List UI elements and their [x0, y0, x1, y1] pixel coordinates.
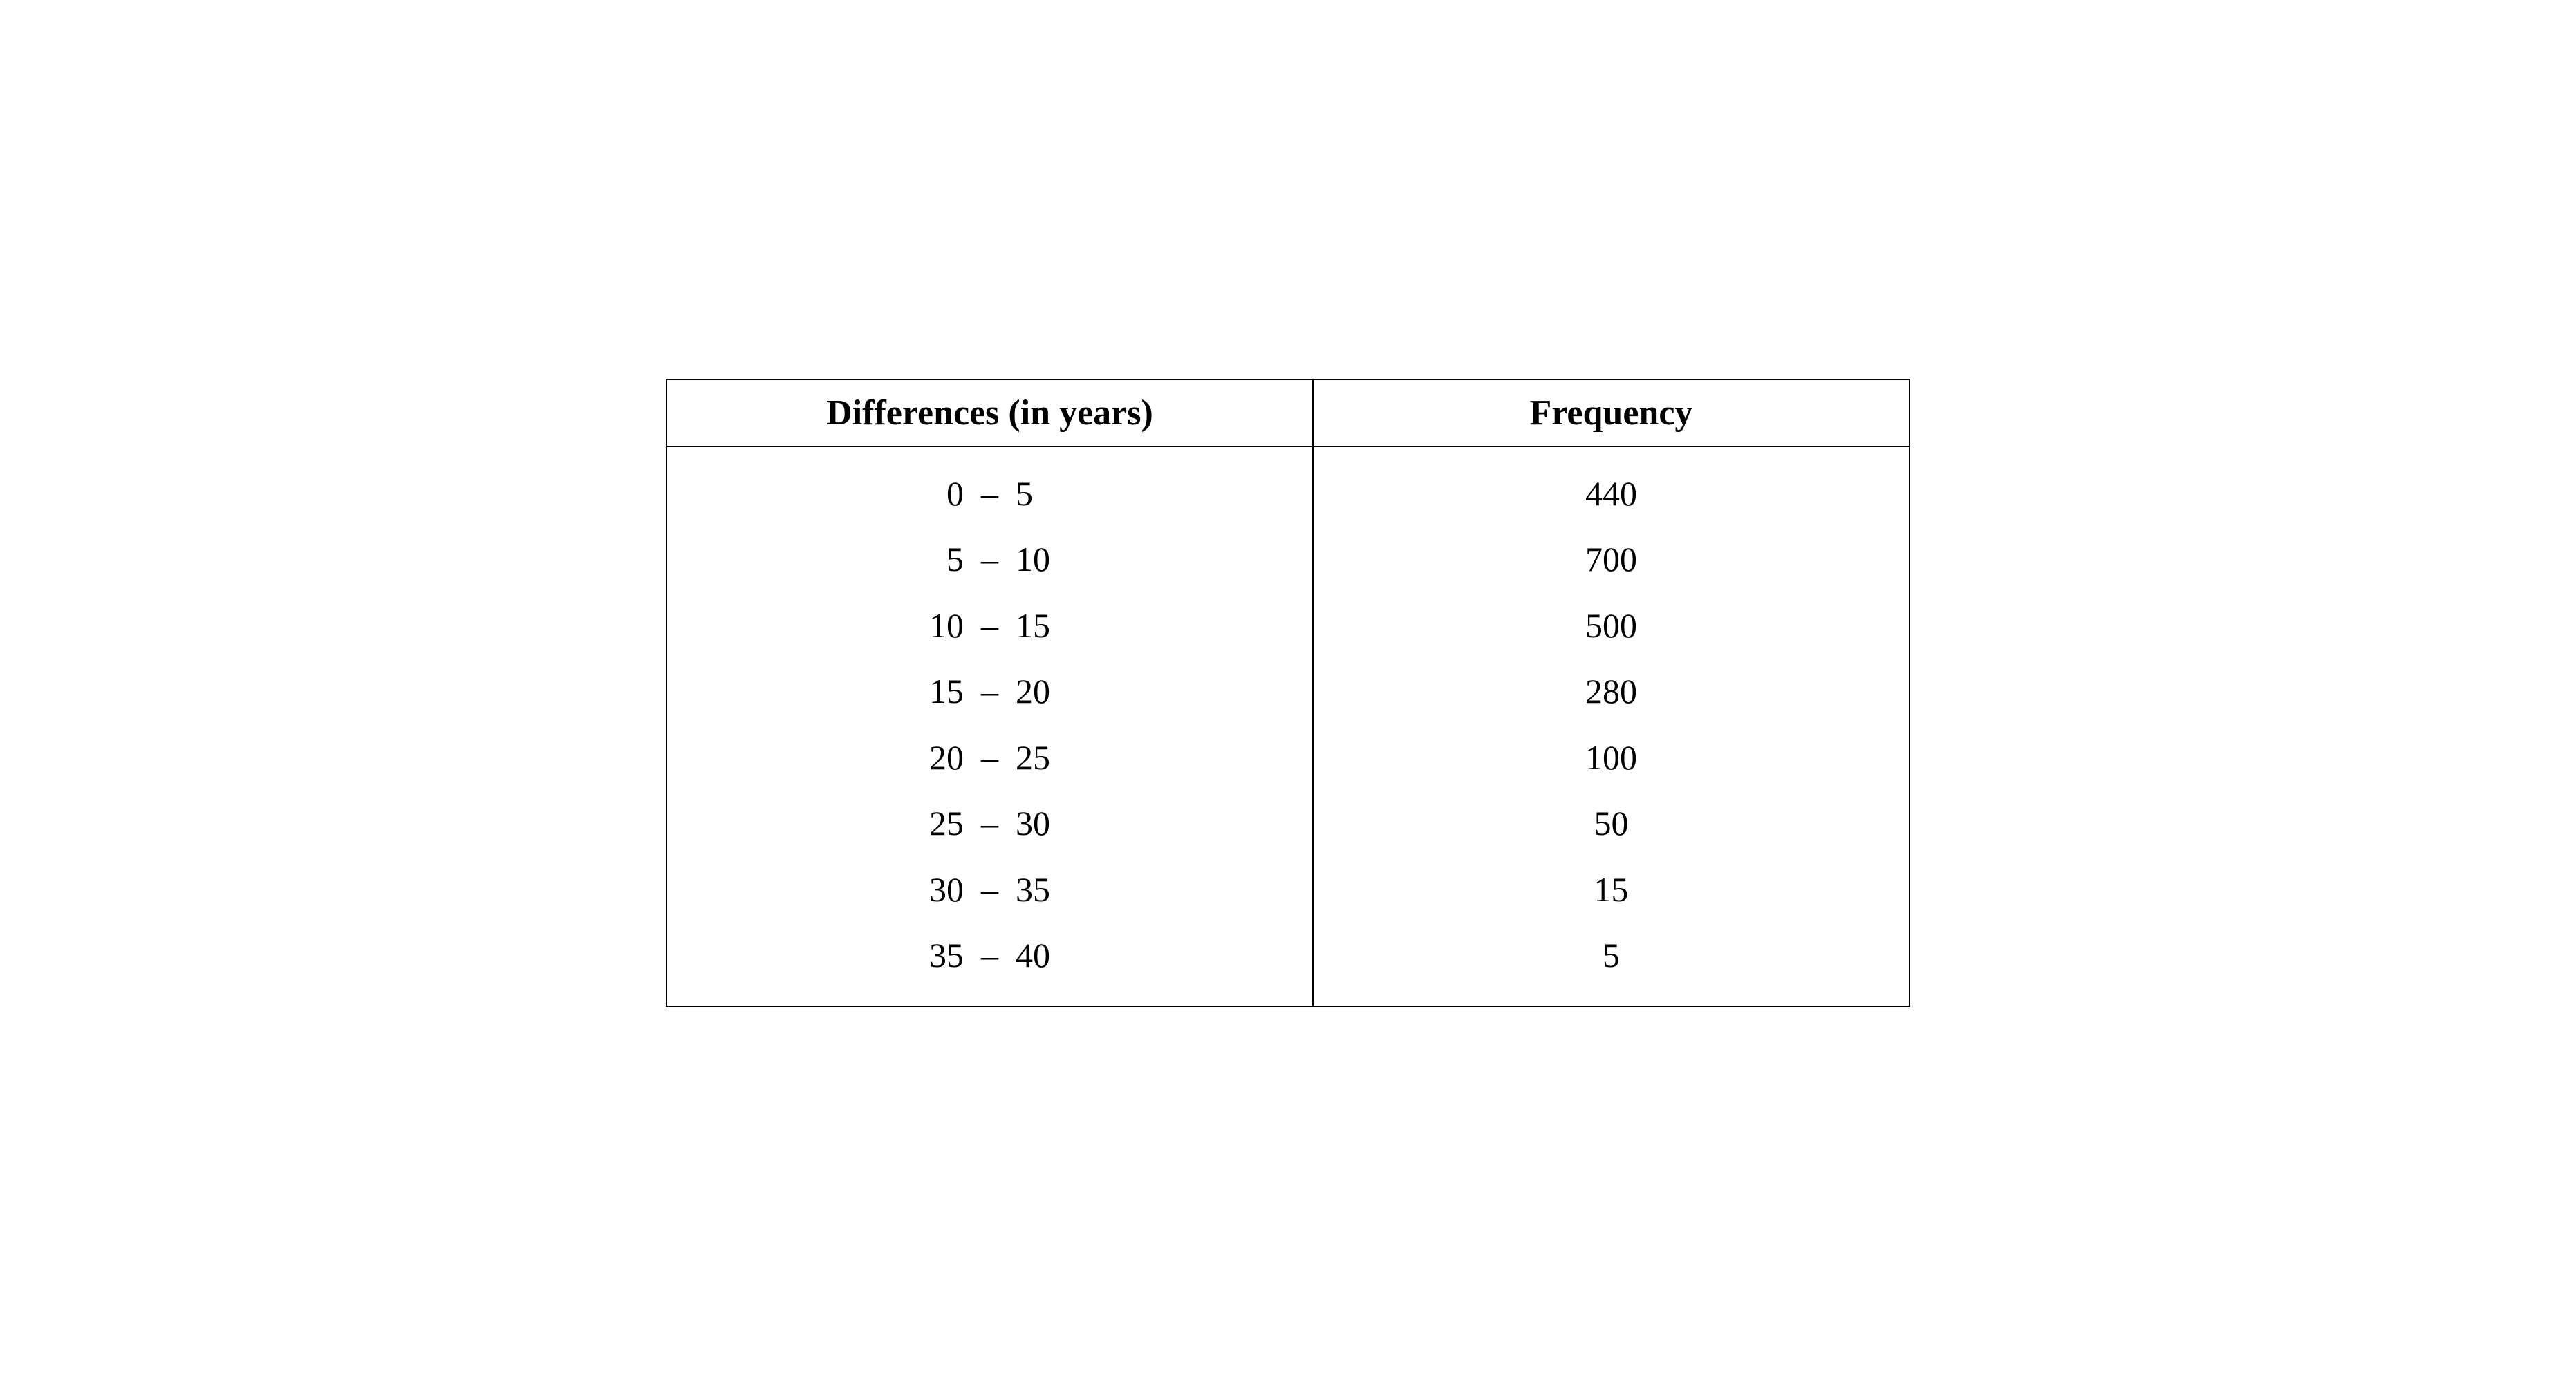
dash-icon: – — [964, 471, 1016, 518]
table-body-row: 0 – 5 5 – 10 — [666, 446, 1910, 1006]
range-value: 20 – 25 — [929, 735, 1050, 782]
range-value: 25 – 30 — [929, 800, 1050, 847]
table-row: 30 – 35 — [667, 857, 1312, 923]
dash-icon: – — [964, 932, 1016, 979]
differences-cell: 0 – 5 5 – 10 — [666, 446, 1313, 1006]
table-row: 15 – 20 — [667, 659, 1312, 725]
range-low: 25 — [929, 800, 964, 847]
frequency-value: 440 — [1314, 461, 1909, 527]
range-high: 5 — [1016, 471, 1050, 518]
frequency-value: 5 — [1314, 923, 1909, 989]
range-value: 35 – 40 — [929, 932, 1050, 979]
frequency-value: 100 — [1314, 725, 1909, 791]
range-value: 5 – 10 — [929, 536, 1050, 583]
range-high: 30 — [1016, 800, 1050, 847]
range-high: 15 — [1016, 603, 1050, 650]
range-low: 35 — [929, 932, 964, 979]
differences-list: 0 – 5 5 – 10 — [667, 447, 1312, 1006]
dash-icon: – — [964, 735, 1016, 782]
frequency-table: Differences (in years) Frequency 0 – 5 — [666, 379, 1910, 1007]
table-row: 5 – 10 — [667, 527, 1312, 593]
range-high: 20 — [1016, 668, 1050, 715]
range-low: 20 — [929, 735, 964, 782]
frequency-cell: 440 700 500 280 100 50 15 5 — [1313, 446, 1910, 1006]
col-header-frequency: Frequency — [1313, 379, 1910, 446]
dash-icon: – — [964, 536, 1016, 583]
dash-icon: – — [964, 867, 1016, 914]
frequency-value: 50 — [1314, 791, 1909, 857]
range-low: 15 — [929, 668, 964, 715]
col-header-differences: Differences (in years) — [666, 379, 1313, 446]
frequency-list: 440 700 500 280 100 50 15 5 — [1314, 447, 1909, 1006]
table-row: 10 – 15 — [667, 593, 1312, 659]
range-value: 0 – 5 — [929, 471, 1050, 518]
table-row: 35 – 40 — [667, 923, 1312, 989]
dash-icon: – — [964, 603, 1016, 650]
range-high: 10 — [1016, 536, 1050, 583]
range-low: 5 — [929, 536, 964, 583]
table: Differences (in years) Frequency 0 – 5 — [666, 379, 1910, 1007]
range-high: 40 — [1016, 932, 1050, 979]
frequency-value: 280 — [1314, 659, 1909, 725]
range-high: 25 — [1016, 735, 1050, 782]
frequency-value: 700 — [1314, 527, 1909, 593]
frequency-value: 500 — [1314, 593, 1909, 659]
range-low: 10 — [929, 603, 964, 650]
range-value: 10 – 15 — [929, 603, 1050, 650]
range-value: 30 – 35 — [929, 867, 1050, 914]
dash-icon: – — [964, 800, 1016, 847]
table-row: 20 – 25 — [667, 725, 1312, 791]
dash-icon: – — [964, 668, 1016, 715]
range-high: 35 — [1016, 867, 1050, 914]
range-low: 30 — [929, 867, 964, 914]
range-value: 15 – 20 — [929, 668, 1050, 715]
table-row: 25 – 30 — [667, 791, 1312, 857]
table-header-row: Differences (in years) Frequency — [666, 379, 1910, 446]
frequency-value: 15 — [1314, 857, 1909, 923]
table-row: 0 – 5 — [667, 461, 1312, 527]
range-low: 0 — [929, 471, 964, 518]
